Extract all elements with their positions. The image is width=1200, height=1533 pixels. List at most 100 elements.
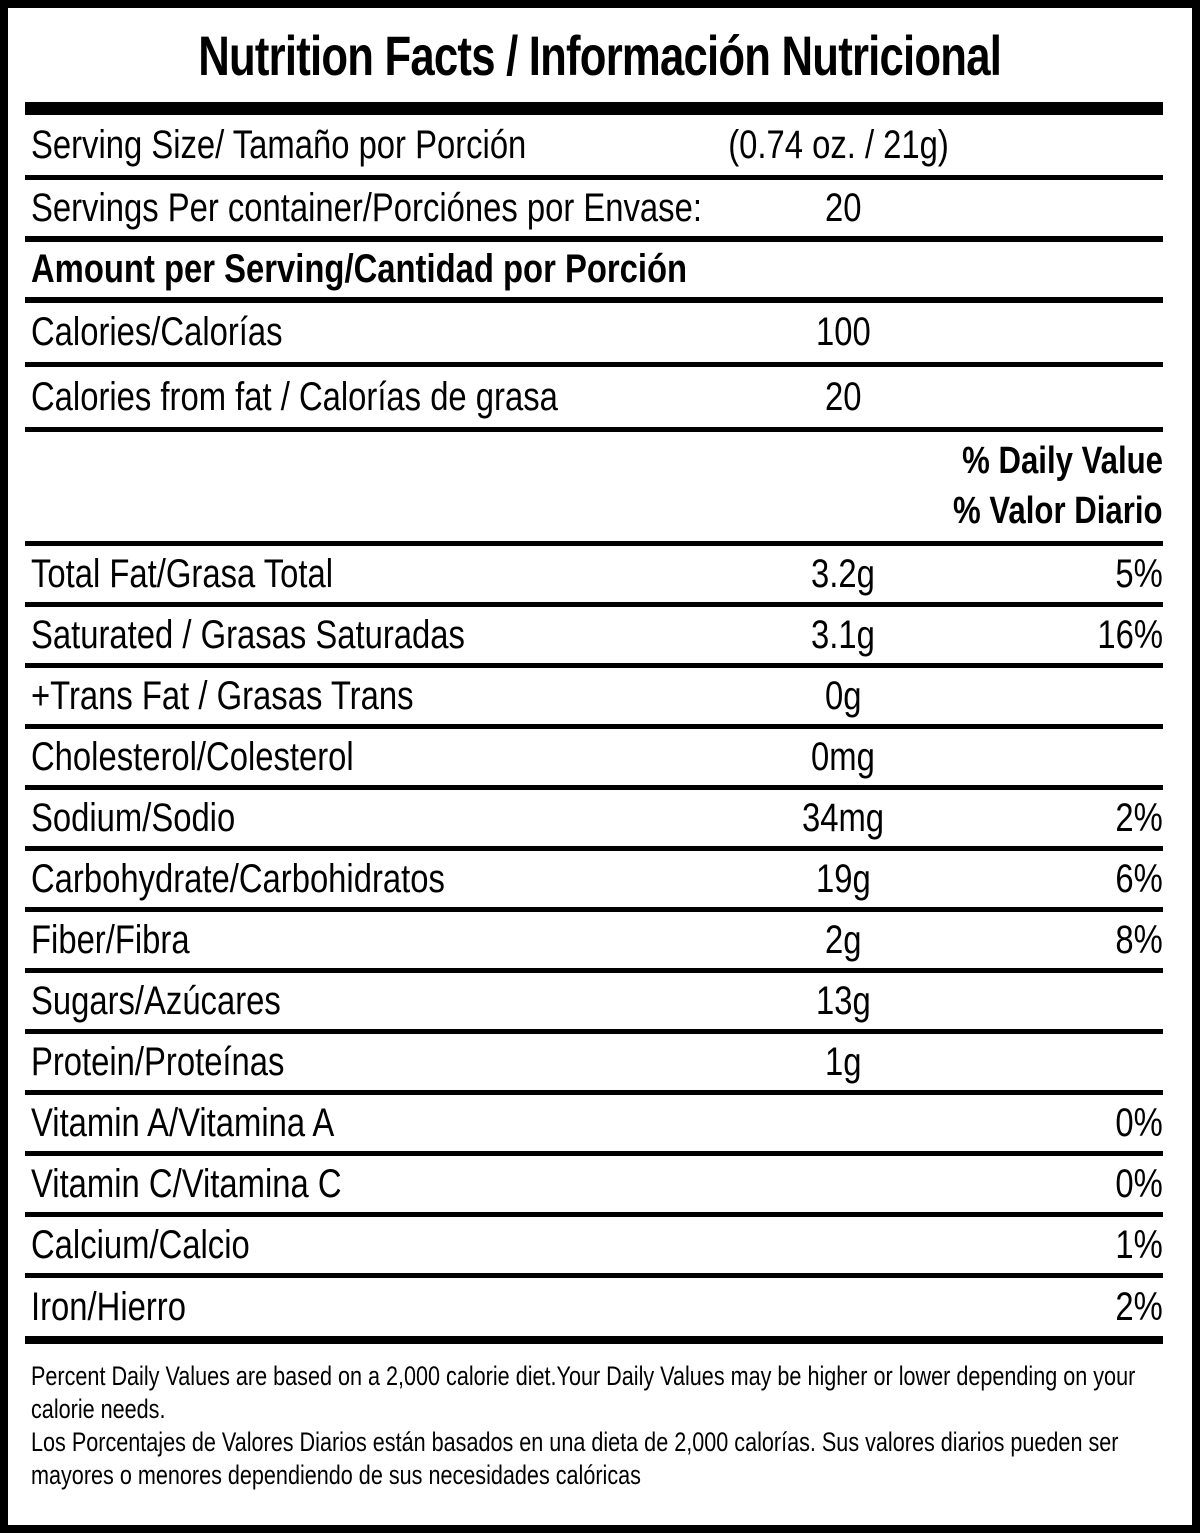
nutrient-row: Iron/Hierro 2% (25, 1278, 1163, 1336)
nutrient-dv-cell: 8% (973, 918, 1163, 963)
nutrient-dv-cell: 5% (973, 552, 1163, 597)
nutrient-row: Calcium/Calcio 1% (25, 1217, 1163, 1278)
calories-row: Calories/Calorías 100 (25, 303, 1163, 367)
calories-from-fat-label-cell: Calories from fat / Calorías de grasa (25, 375, 713, 420)
amount-per-serving-header: Amount per Serving/Cantidad por Porción (31, 247, 688, 291)
nutrient-name: Sodium/Sodio (31, 795, 236, 840)
nutrient-name-cell: Sodium/Sodio (25, 796, 713, 841)
nutrient-amount: 1g (824, 1039, 862, 1084)
label-title: Nutrition Facts / Información Nutriciona… (8, 8, 1192, 102)
nutrient-name-cell: Protein/Proteínas (25, 1040, 713, 1085)
nutrient-dv-cell: 16% (973, 613, 1163, 658)
calories-from-fat-value-cell: 20 (713, 375, 973, 420)
calories-value: 100 (815, 310, 871, 354)
nutrient-name-cell: Vitamin C/Vitamina C (25, 1162, 713, 1207)
nutrient-row: Carbohydrate/Carbohidratos 19g 6% (25, 851, 1163, 912)
nutrient-daily-value: 2% (1115, 1284, 1163, 1329)
serving-size-value-cell: (0.74 oz. / 21g) (704, 123, 973, 168)
nutrient-amount-cell (713, 1162, 973, 1207)
nutrient-amount-cell (713, 1101, 973, 1146)
nutrient-row: Sugars/Azúcares 13g (25, 973, 1163, 1034)
nutrient-row: Total Fat/Grasa Total 3.2g 5% (25, 546, 1163, 607)
divider-thick-bottom (25, 1336, 1163, 1344)
label-title-text: Nutrition Facts / Información Nutriciona… (198, 23, 1003, 87)
footnotes: Percent Daily Values are based on a 2,00… (25, 1360, 1163, 1492)
serving-size-value: (0.74 oz. / 21g) (728, 122, 949, 167)
nutrient-amount: 3.2g (811, 551, 875, 596)
nutrient-name: Carbohydrate/Carbohidratos (31, 856, 445, 901)
nutrient-amount: 0mg (811, 734, 875, 779)
nutrient-daily-value: 8% (1115, 917, 1163, 962)
servings-per-container-value: 20 (824, 185, 862, 230)
nutrient-name: Fiber/Fibra (31, 917, 190, 962)
calories-label-cell: Calories/Calorías (25, 310, 713, 355)
nutrient-row: Protein/Proteínas 1g (25, 1034, 1163, 1095)
nutrient-amount-cell: 3.1g (713, 613, 973, 658)
calories-value-cell: 100 (713, 310, 973, 355)
nutrient-dv-cell: 2% (973, 1285, 1163, 1330)
nutrient-dv-cell: 6% (973, 857, 1163, 902)
footnote-spanish: Los Porcentajes de Valores Diarios están… (31, 1427, 1119, 1490)
daily-value-header-en: % Daily Value (962, 439, 1163, 482)
nutrient-dv-cell (973, 979, 1163, 1024)
calories-label: Calories/Calorías (31, 310, 283, 354)
nutrient-amount-cell: 19g (713, 857, 973, 902)
nutrient-amount-cell: 13g (713, 979, 973, 1024)
nutrient-daily-value: 16% (1097, 612, 1163, 657)
nutrient-name-cell: Calcium/Calcio (25, 1223, 713, 1268)
nutrient-dv-cell: 0% (973, 1162, 1163, 1207)
footnotes-text: Percent Daily Values are based on a 2,00… (31, 1360, 1169, 1492)
nutrient-amount-cell: 1g (713, 1040, 973, 1085)
nutrient-amount: 34mg (801, 795, 885, 840)
servings-per-container-label-cell: Servings Per container/Porciónes por Env… (25, 186, 713, 231)
nutrient-daily-value: 0% (1115, 1161, 1163, 1206)
nutrient-dv-cell: 0% (973, 1101, 1163, 1146)
nutrient-row: +Trans Fat / Grasas Trans 0g (25, 668, 1163, 729)
nutrient-name: +Trans Fat / Grasas Trans (31, 673, 414, 718)
nutrient-amount-cell: 34mg (713, 796, 973, 841)
nutrient-name-cell: Sugars/Azúcares (25, 979, 713, 1024)
nutrient-amount: 0g (824, 673, 862, 718)
nutrient-name: Sugars/Azúcares (31, 978, 281, 1023)
daily-value-header-es: % Valor Diario (953, 490, 1163, 533)
nutrient-daily-value: 2% (1115, 795, 1163, 840)
nutrient-name: Vitamin C/Vitamina C (31, 1161, 342, 1206)
daily-value-header-block: % Daily Value % Valor Diario (25, 432, 1163, 546)
nutrient-amount-cell (713, 1223, 973, 1268)
nutrient-dv-cell (973, 674, 1163, 719)
nutrient-rows: Total Fat/Grasa Total 3.2g 5% Saturated … (25, 546, 1163, 1336)
servings-per-container-value-cell: 20 (713, 186, 973, 231)
nutrient-amount-cell: 0g (713, 674, 973, 719)
calories-from-fat-value: 20 (824, 374, 862, 419)
nutrient-amount: 3.1g (811, 612, 875, 657)
nutrient-row: Saturated / Grasas Saturadas 3.1g 16% (25, 607, 1163, 668)
nutrient-dv-cell: 2% (973, 796, 1163, 841)
nutrient-amount-cell (713, 1285, 973, 1330)
nutrient-amount-cell: 3.2g (713, 552, 973, 597)
nutrient-amount: 2g (824, 917, 862, 962)
label-content: Serving Size/ Tamaño por Porción (0.74 o… (25, 102, 1163, 1492)
nutrient-name-cell: Carbohydrate/Carbohidratos (25, 857, 713, 902)
nutrient-name-cell: Vitamin A/Vitamina A (25, 1101, 713, 1146)
nutrient-name-cell: Iron/Hierro (25, 1285, 713, 1330)
nutrient-name-cell: Cholesterol/Colesterol (25, 735, 713, 780)
amount-per-serving-header-row: Amount per Serving/Cantidad por Porción (25, 242, 1163, 303)
nutrient-daily-value: 1% (1115, 1222, 1163, 1267)
nutrient-name: Total Fat/Grasa Total (31, 551, 334, 596)
nutrient-dv-cell (973, 735, 1163, 780)
nutrient-name: Saturated / Grasas Saturadas (31, 612, 465, 657)
nutrient-daily-value: 0% (1115, 1100, 1163, 1145)
nutrient-amount: 13g (815, 978, 871, 1023)
nutrient-amount-cell: 0mg (713, 735, 973, 780)
nutrient-row: Vitamin A/Vitamina A 0% (25, 1095, 1163, 1156)
nutrient-name: Iron/Hierro (31, 1284, 186, 1329)
nutrient-name-cell: Total Fat/Grasa Total (25, 552, 713, 597)
nutrient-name: Protein/Proteínas (31, 1039, 285, 1084)
nutrient-name-cell: +Trans Fat / Grasas Trans (25, 674, 713, 719)
serving-size-label-cell: Serving Size/ Tamaño por Porción (25, 123, 704, 168)
nutrient-daily-value: 5% (1115, 551, 1163, 596)
nutrient-name: Vitamin A/Vitamina A (31, 1100, 335, 1145)
nutrient-amount-cell: 2g (713, 918, 973, 963)
nutrient-dv-cell (973, 1040, 1163, 1085)
